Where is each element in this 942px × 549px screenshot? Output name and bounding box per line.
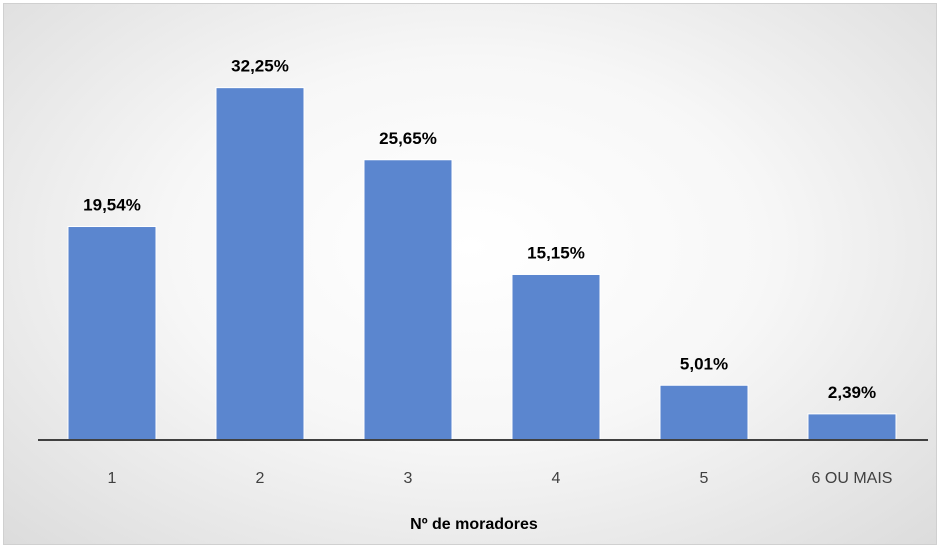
data-label-4: 15,15%	[527, 243, 585, 262]
x-tick-label-2: 2	[256, 470, 265, 487]
data-labels-layer: 19,54% 32,25% 25,65% 15,15% 5,01% 2,39%	[83, 57, 876, 402]
x-axis-title: Nº de moradores	[410, 516, 538, 533]
data-label-5: 5,01%	[680, 354, 728, 373]
bar-2	[215, 87, 305, 441]
bar-4	[511, 273, 601, 441]
data-label-2: 32,25%	[231, 57, 289, 76]
x-tick-label-3: 3	[404, 470, 413, 487]
bar-3	[363, 159, 453, 441]
x-tick-label-4: 4	[552, 470, 561, 487]
bars-layer	[67, 87, 897, 441]
bar-6	[807, 413, 897, 441]
x-tick-label-1: 1	[108, 470, 117, 487]
data-label-6: 2,39%	[828, 383, 876, 402]
data-label-1: 19,54%	[83, 196, 141, 215]
x-tick-label-6: 6 OU MAIS	[812, 470, 893, 487]
x-tick-labels-layer: 1 2 3 4 5 6 OU MAIS	[108, 470, 893, 487]
data-label-3: 25,65%	[379, 129, 437, 148]
x-tick-label-5: 5	[700, 470, 709, 487]
bar-5	[659, 384, 749, 441]
chart-frame	[3, 3, 937, 545]
bar-1	[67, 226, 157, 441]
